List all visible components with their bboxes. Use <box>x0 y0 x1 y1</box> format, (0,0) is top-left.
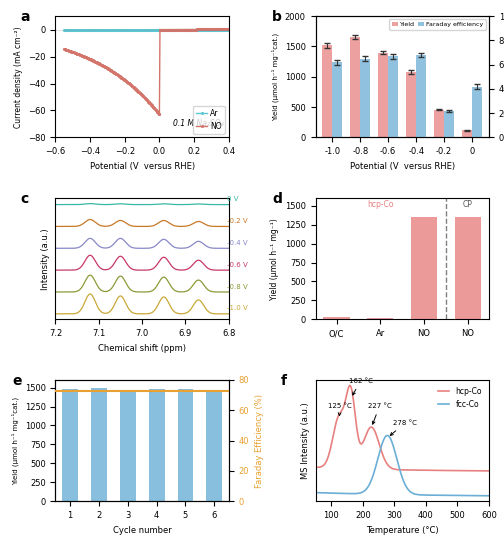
NO <box>201 26 207 33</box>
Text: 0.1 M Na₂SO₄: 0.1 M Na₂SO₄ <box>173 119 224 128</box>
NO <box>226 26 232 32</box>
Y-axis label: Yield (μmol h⁻¹ mg⁻¹cat.): Yield (μmol h⁻¹ mg⁻¹cat.) <box>272 33 279 121</box>
Text: 278 °C: 278 °C <box>390 420 417 436</box>
Text: CP: CP <box>463 200 473 209</box>
hcp-Co <box>347 382 353 389</box>
Bar <box>177 390 194 501</box>
Bar <box>120 390 136 501</box>
Line: hcp-Co: hcp-Co <box>316 385 489 471</box>
Text: hcp-Co: hcp-Co <box>367 200 394 209</box>
Ar <box>210 27 216 33</box>
Text: b: b <box>272 10 282 24</box>
Bar <box>207 390 222 501</box>
Ar <box>226 27 232 33</box>
X-axis label: Temperature (°C): Temperature (°C) <box>366 526 438 535</box>
NO <box>61 46 68 52</box>
Bar <box>350 37 360 137</box>
Bar <box>379 52 388 137</box>
Bar <box>444 111 454 137</box>
hcp-Co <box>455 467 461 474</box>
NO <box>162 26 168 33</box>
Text: e: e <box>12 374 22 388</box>
Ar <box>200 27 206 33</box>
Ar <box>61 27 68 33</box>
Y-axis label: Intensity (a.u.): Intensity (a.u.) <box>41 228 50 289</box>
Bar <box>472 86 482 137</box>
Text: c: c <box>21 192 29 206</box>
Line: NO: NO <box>64 29 230 115</box>
X-axis label: Potential (V  versus RHE): Potential (V versus RHE) <box>350 162 455 171</box>
fcc-Co <box>395 461 401 467</box>
Text: -0.2 V: -0.2 V <box>227 218 247 224</box>
Legend: hcp-Co, fcc-Co: hcp-Co, fcc-Co <box>435 384 485 412</box>
hcp-Co <box>395 466 401 473</box>
X-axis label: Cycle number: Cycle number <box>113 526 171 535</box>
Text: a: a <box>21 10 30 24</box>
NO <box>156 111 162 118</box>
Bar <box>455 217 481 319</box>
Text: -1.0 V: -1.0 V <box>227 306 247 312</box>
fcc-Co <box>416 492 422 498</box>
Bar <box>149 389 164 501</box>
Y-axis label: MS Intensity (a.u.): MS Intensity (a.u.) <box>301 402 310 479</box>
Bar <box>367 318 394 319</box>
Y-axis label: Yield (μmol h⁻¹ mg⁻¹cat.): Yield (μmol h⁻¹ mg⁻¹cat.) <box>12 397 19 485</box>
Bar <box>62 389 78 501</box>
Bar <box>324 317 350 319</box>
fcc-Co <box>482 493 488 499</box>
Y-axis label: Faraday Efficiency (%): Faraday Efficiency (%) <box>255 393 264 488</box>
Bar <box>360 59 370 137</box>
Text: -0.6 V: -0.6 V <box>227 262 247 268</box>
hcp-Co <box>482 468 488 474</box>
hcp-Co <box>407 467 413 473</box>
Text: 0 V: 0 V <box>227 196 238 202</box>
Text: -0.8 V: -0.8 V <box>227 284 247 289</box>
hcp-Co <box>486 468 492 474</box>
Text: f: f <box>281 374 287 388</box>
Text: 227 °C: 227 °C <box>367 403 391 424</box>
Bar <box>416 55 426 137</box>
Bar <box>462 130 472 137</box>
Text: -0.4 V: -0.4 V <box>227 240 247 246</box>
Bar <box>91 388 107 501</box>
hcp-Co <box>416 467 422 473</box>
hcp-Co <box>312 464 319 471</box>
Text: 125 °C: 125 °C <box>328 403 352 416</box>
Bar <box>388 56 398 137</box>
fcc-Co <box>396 465 402 471</box>
Bar <box>323 45 332 137</box>
Legend: Ar, NO: Ar, NO <box>193 106 225 134</box>
Y-axis label: Yield (μmol h⁻¹ mg⁻¹): Yield (μmol h⁻¹ mg⁻¹) <box>270 218 279 300</box>
hcp-Co <box>396 467 402 473</box>
Bar <box>332 62 342 137</box>
NO <box>160 26 166 33</box>
NO <box>211 26 217 33</box>
Ar <box>159 27 165 33</box>
Ar <box>61 27 67 33</box>
X-axis label: Chemical shift (ppm): Chemical shift (ppm) <box>98 344 186 353</box>
Line: fcc-Co: fcc-Co <box>316 436 489 496</box>
Text: 162 °C: 162 °C <box>349 378 372 395</box>
fcc-Co <box>455 492 461 499</box>
NO <box>61 46 67 52</box>
fcc-Co <box>385 432 391 439</box>
Legend: Yield, Faraday efficiency: Yield, Faraday efficiency <box>389 19 486 30</box>
X-axis label: Potential (V  versus RHE): Potential (V versus RHE) <box>90 162 195 171</box>
Bar <box>411 217 437 319</box>
Bar <box>406 72 416 137</box>
Y-axis label: Current density (mA cm⁻²): Current density (mA cm⁻²) <box>14 26 23 128</box>
NO <box>159 26 165 33</box>
fcc-Co <box>486 493 492 499</box>
Text: d: d <box>272 192 282 206</box>
fcc-Co <box>407 488 413 494</box>
fcc-Co <box>312 489 319 496</box>
Bar <box>434 109 444 137</box>
Ar <box>162 27 168 33</box>
Line: Ar: Ar <box>64 29 230 31</box>
Ar <box>159 27 165 33</box>
